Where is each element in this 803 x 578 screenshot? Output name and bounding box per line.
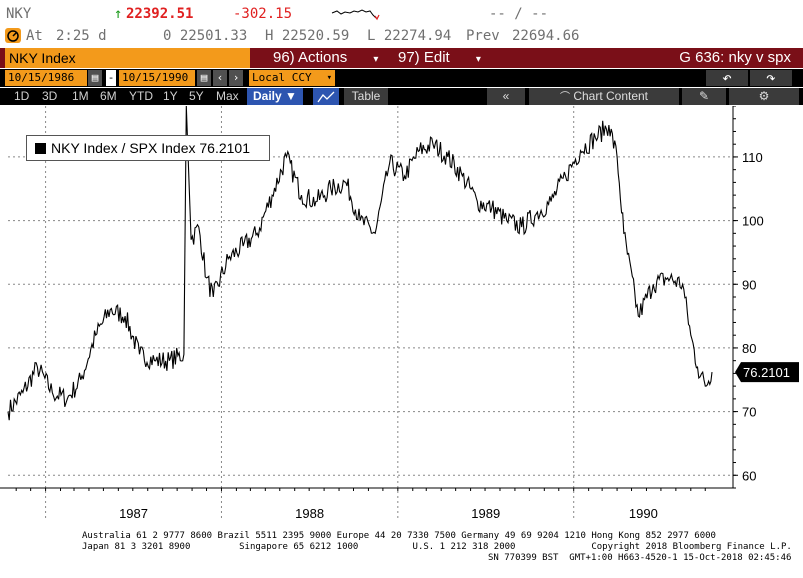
open-value: 0 22501.33 [163, 28, 248, 44]
chart-content-icon: ⌒ [559, 92, 570, 103]
table-button[interactable]: Table [344, 88, 388, 105]
actions-menu[interactable]: 96) Actions ▾ [273, 48, 378, 68]
year-separators [45, 106, 575, 520]
currency-label: Local CCY [252, 71, 312, 84]
x-tick-label: 1990 [629, 506, 658, 521]
period-5y[interactable]: 5Y [189, 89, 204, 103]
y-tick-label: 100 [742, 214, 764, 229]
period-1y[interactable]: 1Y [163, 89, 178, 103]
annotate-icon[interactable]: ✎ [682, 88, 726, 105]
x-tick-label: 1988 [295, 506, 324, 521]
currency-select[interactable]: Local CCY ▾ [249, 70, 335, 86]
end-date-field[interactable]: 10/15/1990 [119, 70, 195, 86]
y-axis-ticks: 60 70 80 90 100 110 [732, 106, 764, 489]
y-tick-label: 60 [742, 468, 756, 483]
last-price: 22392.51 [126, 6, 194, 22]
chart-content-label: Chart Content [573, 89, 649, 103]
bid-ask-placeholder: -- / -- [489, 6, 549, 22]
time-value: 2:25 d [56, 28, 107, 44]
period-1m[interactable]: 1M [72, 89, 89, 103]
x-tick-label: 1987 [119, 506, 148, 521]
period-ytd[interactable]: YTD [129, 89, 153, 103]
prev-value: 22694.66 [512, 28, 580, 44]
legend-swatch [35, 143, 46, 154]
edit-label: 97) Edit [398, 49, 450, 66]
legend-series-name: NKY Index / SPX Index 76.2101 [51, 140, 250, 156]
footer-contacts-1: Australia 61 2 9777 8600 Brazil 5511 239… [82, 531, 716, 541]
settings-gear-icon[interactable]: ⚙ [729, 88, 799, 105]
currency-dropdown-icon: ▾ [326, 73, 332, 83]
chart-plot[interactable]: 60 70 80 90 100 110 1987 1988 1989 1990 76.2101 [0, 106, 803, 526]
date-dash: - [106, 70, 116, 86]
actions-label: 96) Actions [273, 49, 348, 66]
security-field[interactable]: NKY Index [5, 48, 250, 68]
x-axis-ticks: 1987 1988 1989 1990 [0, 487, 733, 521]
high-value: H 22520.59 [265, 28, 350, 44]
series-line-nky-spx [7, 106, 713, 421]
line-chart-icon[interactable] [313, 88, 339, 105]
y-tick-label: 110 [742, 150, 763, 165]
period-max[interactable]: Max [216, 89, 239, 103]
edit-dropdown-icon: ▾ [475, 54, 481, 65]
net-change: -302.15 [233, 6, 293, 22]
chart-title: G 636: nky v spx [679, 49, 791, 66]
low-value: L 22274.94 [367, 28, 452, 44]
last-value-label: 76.2101 [735, 362, 799, 383]
collapse-icon[interactable]: « [487, 88, 525, 105]
start-date-field[interactable]: 10/15/1986 [5, 70, 87, 86]
y-tick-label: 90 [742, 277, 756, 292]
period-1d[interactable]: 1D [14, 89, 30, 103]
time-label: At [26, 28, 43, 44]
legend: NKY Index / SPX Index 76.2101 [26, 135, 270, 161]
undo-icon[interactable]: ↶ [706, 70, 748, 86]
prev-period-icon[interactable]: ‹ [213, 70, 227, 86]
prev-label: Prev [466, 28, 500, 44]
y-tick-label: 70 [742, 405, 756, 420]
quote-row: NKY ↑ 22392.51 -302.15 -- / -- [0, 6, 803, 24]
redo-icon[interactable]: ↷ [750, 70, 792, 86]
y-tick-label: 80 [742, 341, 756, 356]
end-calendar-icon[interactable]: ▤ [197, 70, 211, 86]
up-arrow-icon: ↑ [114, 6, 123, 22]
live-indicator-icon [5, 28, 21, 43]
last-value-pointer [735, 362, 799, 383]
quote-detail-row: At 2:25 d 0 22501.33 H 22520.59 L 22274.… [0, 28, 803, 46]
start-calendar-icon[interactable]: ▤ [88, 70, 102, 86]
footer-contacts-2: Japan 81 3 3201 8900 Singapore 65 6212 1… [82, 542, 792, 552]
footer-session: SN 770399 BST GMT+1:00 H663-4520-1 15-Oc… [488, 553, 792, 563]
x-tick-label: 1989 [471, 506, 500, 521]
chart-content-button[interactable]: ⌒ Chart Content [529, 88, 679, 105]
period-3d[interactable]: 3D [42, 89, 58, 103]
next-period-icon[interactable]: › [229, 70, 243, 86]
period-6m[interactable]: 6M [100, 89, 117, 103]
edit-menu[interactable]: 97) Edit ▾ [398, 48, 481, 68]
frequency-select[interactable]: Daily ▼ [247, 88, 303, 105]
grid-lines [8, 156, 733, 476]
sparkline-icon [331, 9, 380, 21]
last-value-text: 76.2101 [743, 365, 790, 380]
actions-dropdown-icon: ▾ [373, 54, 379, 65]
ticker-label: NKY [6, 6, 32, 22]
